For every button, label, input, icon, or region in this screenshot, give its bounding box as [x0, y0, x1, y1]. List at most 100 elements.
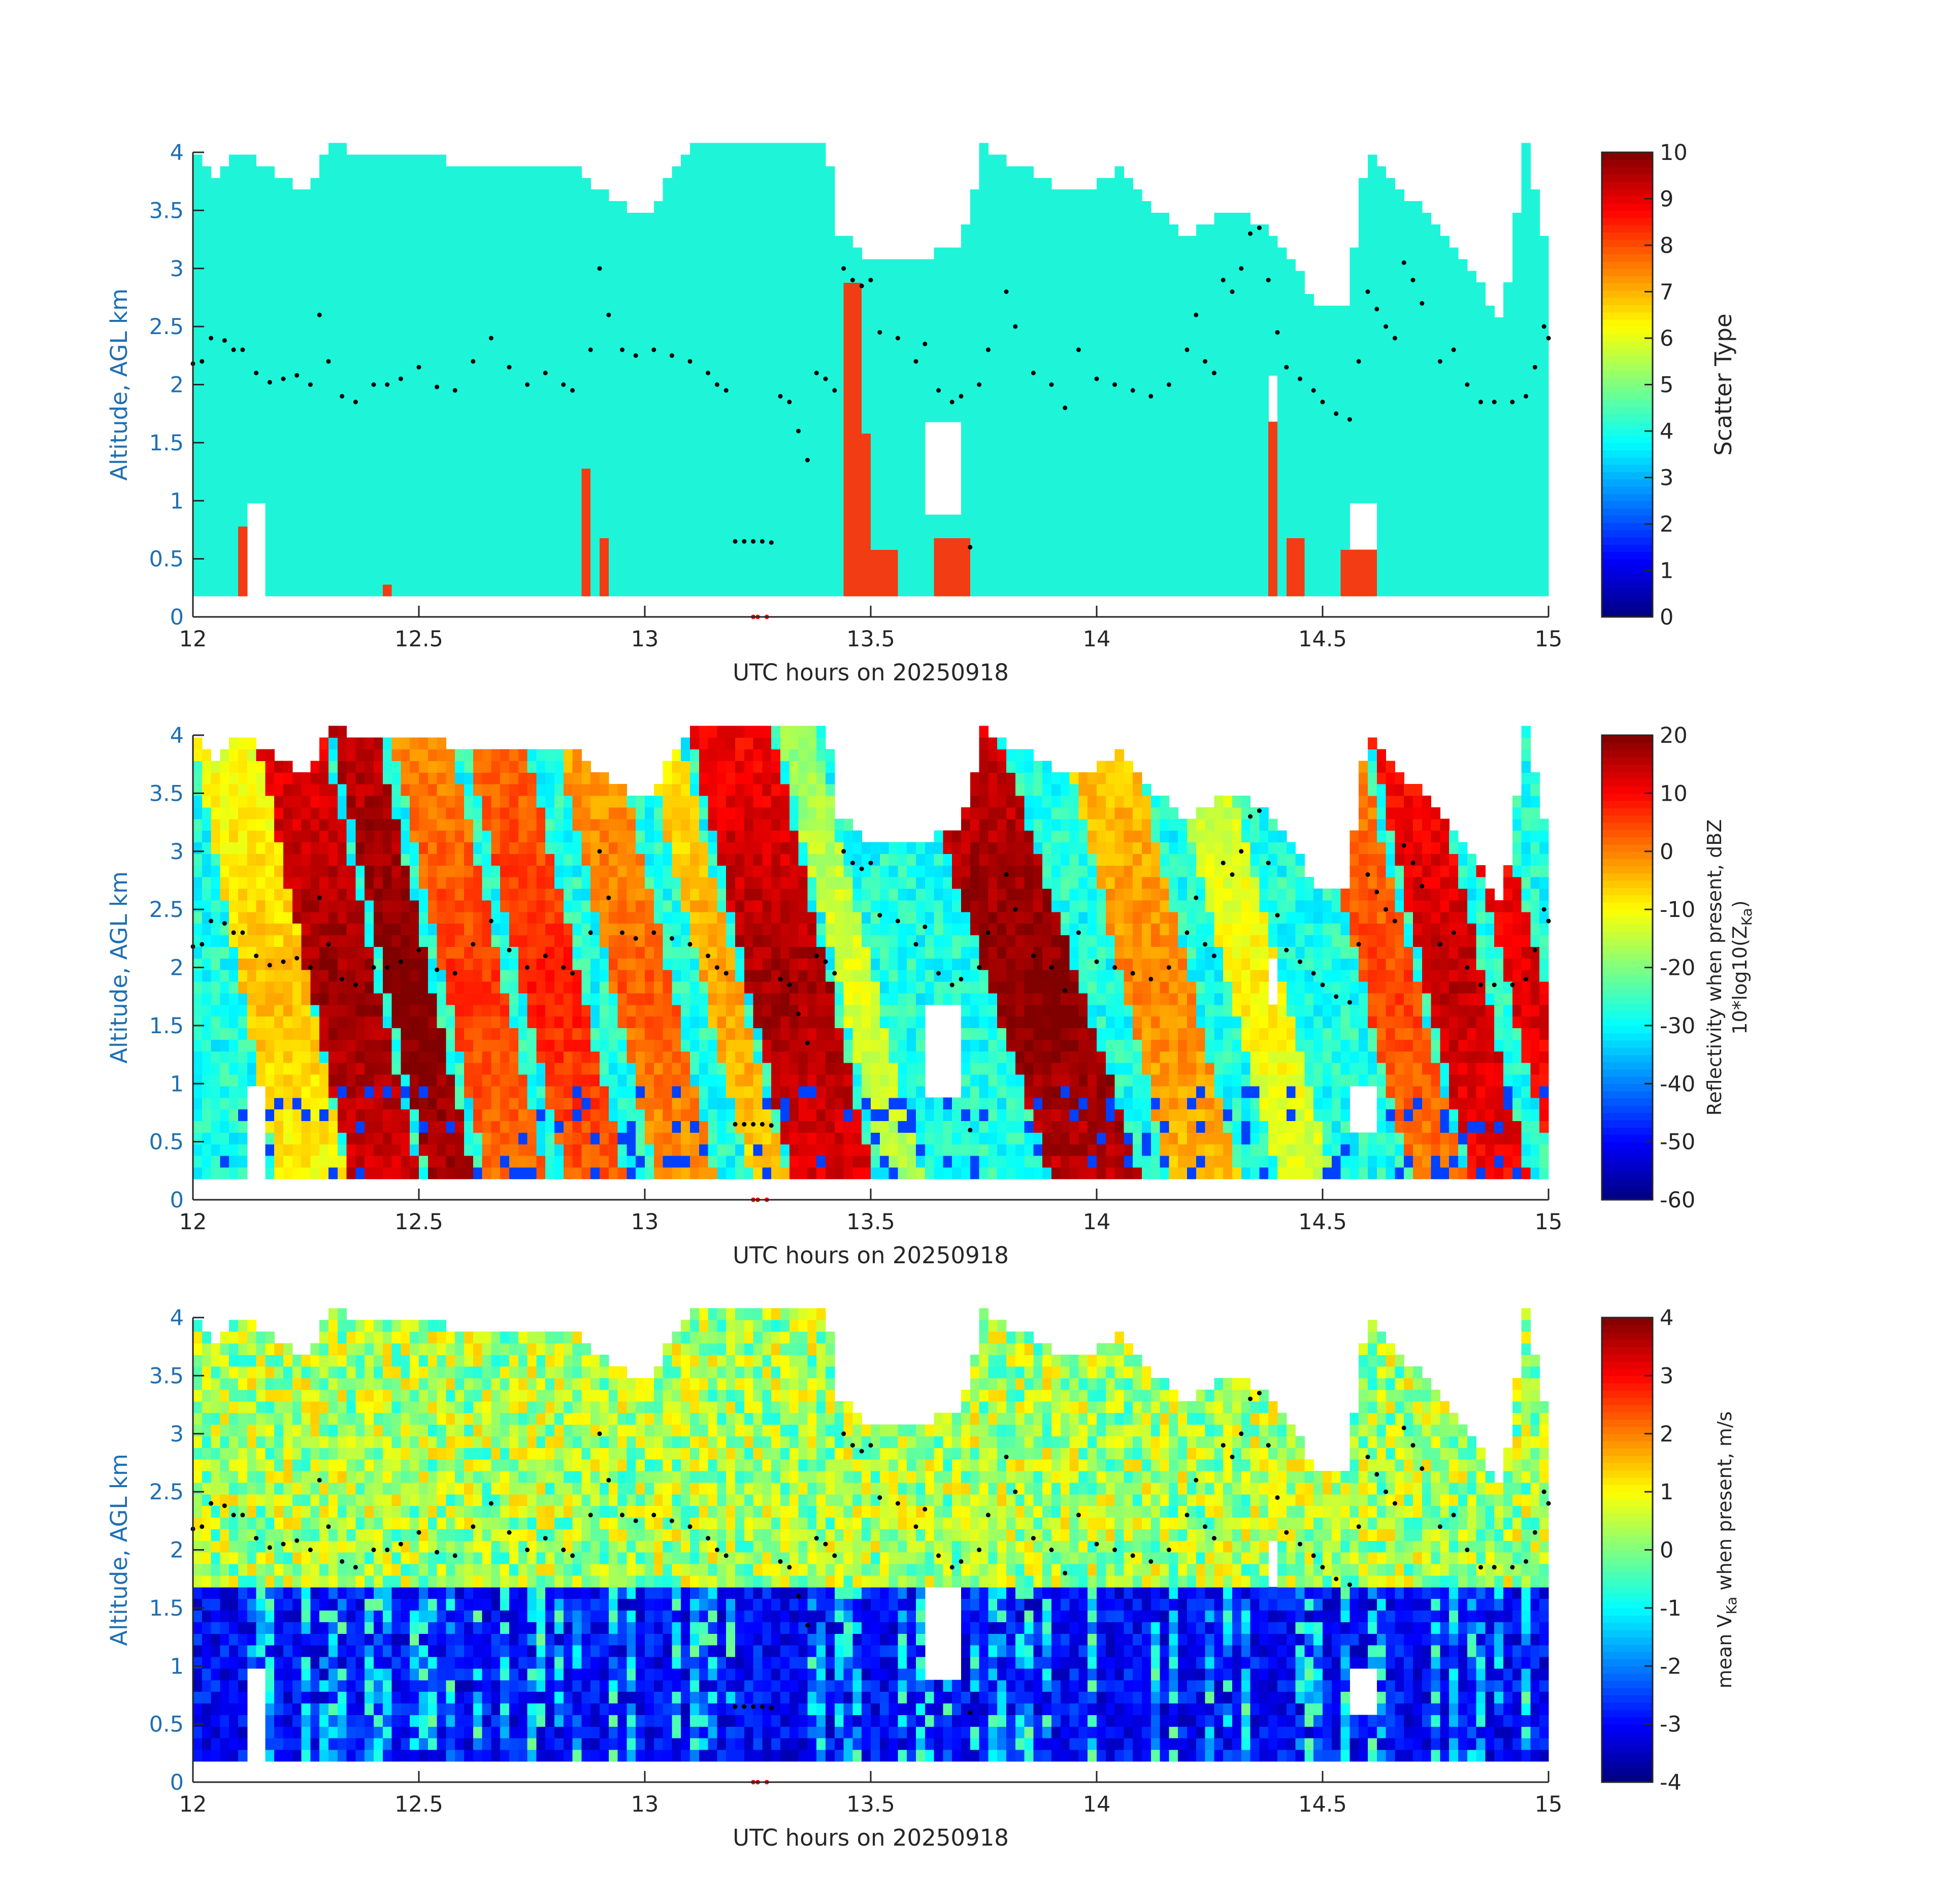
colorbar-swatch [1602, 786, 1653, 794]
marker-dot [570, 1553, 575, 1558]
marker-dot [1130, 388, 1135, 393]
marker-dot [1311, 971, 1316, 976]
y-tick-label: 0 [170, 1770, 184, 1795]
marker-dot [968, 1128, 973, 1133]
x-tick-label: 15 [1535, 627, 1563, 652]
marker-dot [1401, 843, 1406, 848]
colorbar-tick-label: -4 [1660, 1770, 1682, 1795]
marker-dot [1420, 301, 1425, 306]
marker-dot [669, 353, 674, 358]
marker-dot [913, 942, 918, 947]
colorbar-swatch [1602, 1622, 1653, 1630]
marker-dot [1266, 861, 1271, 866]
marker-dot [651, 930, 656, 935]
marker-dot [588, 347, 593, 352]
marker-dot [1546, 336, 1551, 341]
colorbar-swatch [1602, 851, 1653, 859]
colorbar-tick-label: 4 [1660, 1305, 1673, 1331]
marker-dot [868, 1443, 873, 1448]
colorbar-swatch [1602, 866, 1653, 874]
marker-dot [452, 971, 457, 976]
marker-dot [620, 930, 624, 935]
marker-dot [353, 400, 358, 405]
colorbar-swatch [1602, 1535, 1653, 1543]
marker-dot [281, 959, 286, 964]
colorbar-swatch [1602, 297, 1653, 305]
colorbar-swatch [1602, 384, 1653, 392]
colorbar-swatch [1602, 254, 1653, 262]
colorbar-swatch [1602, 1163, 1653, 1171]
marker-dot [1311, 388, 1316, 393]
marker-dot [1401, 1425, 1406, 1430]
colorbar-swatch [1602, 953, 1653, 961]
marker-dot [1004, 289, 1009, 294]
marker-dot [1510, 400, 1515, 405]
colorbar-swatch [1602, 217, 1653, 225]
colorbar-swatch [1602, 1076, 1653, 1085]
marker-dot [714, 965, 719, 970]
marker-dot [760, 1704, 765, 1709]
y-tick-label: 0.5 [149, 547, 184, 572]
colorbar: 0 1 2 3 4 5 6 7 8 9 10 Scatter Type [1601, 140, 1737, 630]
x-tick-label: 12.5 [394, 1792, 443, 1817]
colorbar-swatch [1602, 1062, 1653, 1070]
colorbar-swatch [1602, 1170, 1653, 1178]
colorbar-swatch [1602, 1368, 1653, 1376]
marker-dot [1311, 1553, 1316, 1558]
marker-dots [190, 225, 1551, 550]
marker-dot [317, 312, 322, 317]
marker-dot [385, 1548, 390, 1552]
marker-dot [254, 1536, 259, 1541]
marker-dot [1094, 959, 1099, 964]
marker-dot [913, 1524, 918, 1529]
colorbar-tick-label: 3 [1660, 1363, 1673, 1389]
marker-dot [850, 861, 855, 866]
marker-dot [769, 1123, 774, 1128]
marker-dot [254, 954, 259, 959]
y-tick-label: 3.5 [149, 198, 184, 223]
marker-dot [723, 1553, 729, 1558]
marker-dot [687, 942, 693, 947]
marker-dot [706, 1536, 711, 1541]
colorbar-swatch [1602, 1557, 1653, 1565]
colorbar-swatch [1602, 188, 1653, 196]
marker-dot [769, 540, 774, 545]
marker-dot [1203, 359, 1208, 364]
marker-dot [1347, 417, 1352, 422]
marker-dot [1076, 1513, 1081, 1518]
x-tick-label: 13 [631, 627, 659, 652]
colorbar-tick-label: 20 [1660, 723, 1688, 748]
marker-dot [340, 1559, 345, 1564]
marker-dot [606, 312, 611, 317]
marker-dot [1384, 1489, 1389, 1494]
marker-dot [651, 1513, 656, 1518]
marker-dot [778, 1559, 783, 1564]
marker-dot [240, 1513, 245, 1518]
colorbar-swatch [1602, 435, 1653, 443]
colorbar-swatch [1602, 895, 1653, 903]
colorbar-swatch [1602, 479, 1653, 487]
marker-dot [823, 959, 828, 964]
colorbar: -4 -3 -2 -1 0 1 2 3 4 mean VKa when present, m/s [1601, 1305, 1740, 1795]
colorbar-swatch [1602, 960, 1653, 968]
marker-dot [787, 400, 792, 405]
marker-dot [769, 1705, 774, 1711]
colorbar-swatch [1602, 1178, 1653, 1186]
marker-dot [714, 1548, 719, 1552]
marker-dot [796, 1594, 801, 1599]
colorbar-swatch [1602, 974, 1653, 982]
colorbar-swatch [1602, 916, 1653, 925]
marker-dot [796, 1011, 801, 1016]
marker-dot [281, 376, 286, 381]
marker-dot [1392, 336, 1397, 341]
marker-dot [1094, 376, 1099, 381]
colorbar-tick-label: 6 [1660, 326, 1673, 351]
marker-dot [1148, 393, 1154, 399]
marker-dot [416, 365, 421, 370]
marker-dot [1465, 1548, 1470, 1552]
colorbar-swatch [1602, 1325, 1653, 1333]
x-tick-label: 12 [179, 627, 207, 652]
marker-dot [805, 1623, 810, 1628]
colorbar-swatch [1602, 1004, 1653, 1012]
